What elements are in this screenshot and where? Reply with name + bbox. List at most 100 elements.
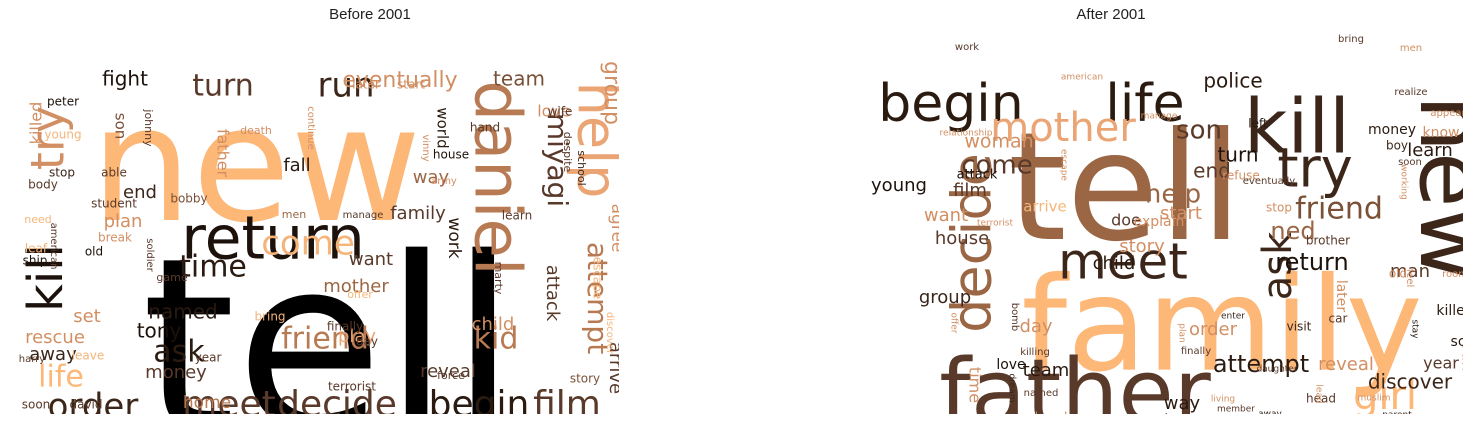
word-realize: realize — [1394, 87, 1427, 98]
word-film: film — [533, 384, 601, 414]
word-bobby: bobby — [170, 192, 207, 206]
word-dream: dream — [1007, 373, 1017, 402]
word-turn: turn — [192, 69, 254, 104]
word-rescue: rescue — [25, 327, 85, 348]
word-day: day — [1019, 316, 1052, 337]
word-leave: leave — [72, 349, 105, 363]
word-order: order — [1189, 319, 1238, 340]
word-group: group — [919, 287, 971, 308]
chart-title-before: Before 2001 — [329, 6, 411, 23]
word-soon: soon — [1398, 157, 1422, 168]
word-love: love — [537, 102, 571, 121]
word-mother: mother — [990, 105, 1136, 151]
word-run: run — [1459, 345, 1464, 372]
word-story: story — [1119, 236, 1165, 257]
word-force: force — [437, 369, 465, 382]
word-new: new — [1399, 95, 1463, 281]
word-child: child — [472, 314, 515, 335]
word-meet: meet — [182, 384, 275, 414]
word-return: return — [1275, 248, 1348, 276]
word-end: end — [123, 182, 157, 203]
word-johnny: johnny — [142, 108, 155, 147]
word-school: school — [1451, 334, 1463, 350]
word-learn: learn — [1407, 140, 1453, 161]
word-game: game — [156, 271, 187, 284]
word-boy: boy — [1386, 139, 1408, 153]
word-school: school — [575, 150, 588, 185]
word-escape: escape — [591, 257, 605, 300]
word-david: david — [69, 398, 102, 412]
word-need: need — [24, 213, 52, 226]
word-death: death — [240, 124, 272, 137]
word-visit: visit — [1287, 320, 1312, 334]
word-attempt: attempt — [1213, 350, 1309, 378]
word-order: order — [48, 387, 139, 415]
word-head: head — [1306, 392, 1336, 406]
word-old: old — [85, 245, 103, 259]
word-left: left — [1248, 117, 1268, 131]
word-bring: bring — [254, 310, 285, 324]
word-ship: ship — [23, 254, 48, 268]
word-father: father — [939, 340, 1211, 414]
word-body: body — [28, 178, 58, 192]
word-manage: manage — [1141, 112, 1178, 122]
word-love: love — [996, 357, 1025, 373]
word-money: money — [1368, 122, 1416, 138]
word-named: named — [1024, 388, 1059, 399]
word-tell: tell — [141, 206, 516, 414]
word-bring: bring — [1338, 34, 1364, 45]
word-away: away — [29, 344, 77, 365]
word-relationship: relationship — [940, 129, 993, 139]
word-break: break — [1035, 411, 1072, 415]
word-muslim: muslim — [1358, 394, 1391, 404]
word-harry: harry — [19, 354, 46, 365]
word-run: run — [317, 66, 374, 106]
word-leaf: leaf — [25, 242, 48, 256]
word-eventually: eventually — [342, 68, 457, 93]
word-way: way — [1164, 393, 1201, 414]
word-team: team — [493, 67, 545, 91]
word-year: year — [1423, 354, 1459, 373]
word-young: young — [44, 128, 81, 142]
word-try: try — [21, 106, 75, 170]
word-play: play — [338, 326, 376, 347]
word-girl: girl — [1353, 373, 1417, 414]
word-try: try — [1277, 137, 1352, 200]
word-appear: appear — [1430, 108, 1463, 119]
word-attempt: attempt — [581, 242, 614, 354]
word-able: able — [101, 166, 127, 180]
wordcloud-panel-before: Before 2001 tell new return daniel help try ki… — [0, 0, 740, 425]
word-offer: offer — [347, 288, 373, 301]
word-kill: kill — [18, 244, 74, 312]
word-hand: hand — [470, 121, 500, 135]
word-want: want — [924, 205, 968, 226]
word-fall: fall — [283, 155, 310, 176]
word-american: american — [48, 223, 59, 270]
word-offer: offer — [949, 313, 959, 334]
word-enter: enter — [1221, 312, 1245, 322]
word-come: come — [961, 151, 1033, 181]
word-discover: discover — [604, 312, 615, 355]
word-tony: tony — [137, 319, 182, 343]
word-member: member — [1217, 405, 1255, 415]
word-film: film — [953, 180, 987, 201]
word-friend: friend — [1295, 192, 1383, 227]
word-home: home — [183, 393, 231, 413]
word-group: group — [599, 61, 619, 125]
word-men: men — [282, 208, 306, 221]
word-decide: decide — [941, 153, 1004, 333]
word-family: family — [1021, 249, 1422, 401]
word-bomb: bomb — [1009, 303, 1020, 332]
word-new: new — [91, 71, 422, 258]
word-ned: ned — [1270, 217, 1315, 245]
word-turn: turn — [1217, 143, 1258, 167]
word-stay: stay — [1410, 319, 1420, 339]
word-ask: ask — [153, 335, 205, 370]
word-help: help — [565, 82, 619, 199]
word-miyagi: miyagi — [541, 113, 574, 207]
word-finally: finally — [1181, 346, 1211, 357]
word-start: start — [397, 78, 425, 92]
word-american: american — [1061, 73, 1103, 83]
word-old: old — [1389, 267, 1407, 281]
